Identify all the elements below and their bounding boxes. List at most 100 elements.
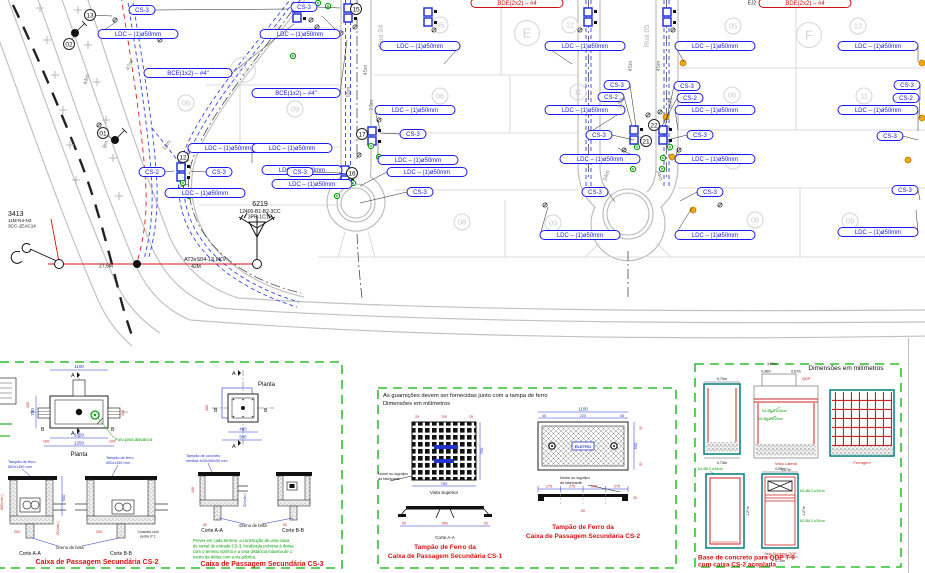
splice-slash — [670, 27, 676, 33]
conduit-label-cs3: CS-3 — [693, 133, 707, 139]
ground-dot — [661, 168, 663, 170]
title-tampao-cs2: Tampão de Ferro da — [552, 524, 614, 531]
section-letter: B — [214, 408, 218, 414]
dim: 300(min.) — [56, 521, 60, 535]
dim: 220 — [580, 414, 586, 418]
conduit-label-ldc: LDC – (1)ø50mm — [392, 108, 438, 114]
survey-cross-icon — [36, 4, 44, 12]
marker-number: 15 — [352, 6, 360, 13]
conduit-label-cs3: CS-3 — [297, 5, 311, 11]
junction-box — [662, 17, 672, 27]
conduit-label-bde: BDE(2x2) – #4 — [497, 1, 537, 7]
marker-number: 12 — [179, 154, 187, 161]
rebar-note: N1-Ø6.3 c/10cm — [800, 489, 825, 493]
marker-circle — [648, 119, 660, 131]
marker-number: 02 — [65, 41, 73, 48]
dim: 0,70m — [717, 377, 728, 381]
marker-circle — [350, 3, 362, 15]
anchor-icon — [10, 242, 32, 264]
junction-tap — [673, 21, 676, 24]
junction-tap — [378, 140, 381, 143]
conduit-label-box — [892, 93, 920, 103]
lot-circle — [453, 213, 471, 231]
conduit-label-cs2: CS-2 — [604, 95, 618, 101]
dim: 275 — [546, 485, 552, 489]
section-letter: A — [232, 444, 236, 450]
dim: 750 — [479, 447, 484, 454]
dim: 50 — [402, 522, 406, 526]
splice-slash — [96, 122, 102, 128]
distance-text: 58m — [346, 86, 352, 97]
splice-slash — [542, 202, 548, 208]
pole-open-icon — [252, 259, 262, 269]
conduit-label-cs2: CS-2 — [145, 170, 159, 176]
dim: 25 — [633, 496, 637, 500]
dim: 25 — [469, 415, 473, 419]
dreno-label: Dreno de brita — [239, 523, 267, 528]
lot-circle — [849, 17, 867, 35]
conduit-label-cs3: CS-3 — [293, 170, 307, 176]
conduit-label-box — [544, 41, 626, 51]
label-leader — [154, 8, 289, 11]
conduit-label-cs2: CS-2 — [683, 96, 697, 102]
survey-cross-icon — [109, 154, 117, 162]
junction-box — [583, 7, 593, 17]
marker-number: 16 — [348, 170, 356, 177]
qdp-label: QDP — [802, 376, 811, 381]
conduit-label-cs3: CS-3 — [898, 188, 912, 194]
conduit-label-box — [674, 230, 756, 240]
survey-cross-icon — [72, 176, 80, 184]
conduit-label-box — [470, 0, 564, 8]
obs: Concreto com — [137, 530, 158, 534]
splice-slash — [431, 27, 437, 33]
title-cs2: Caixa de Passagem Secundária CS-2 — [36, 559, 159, 566]
pole-icon — [71, 29, 79, 37]
junction-box — [176, 172, 186, 182]
corte-label: Corte B-B — [110, 551, 133, 557]
lot-number: 06 — [728, 91, 736, 100]
conduit-label-box — [259, 29, 341, 39]
dim: 1250 — [74, 441, 85, 446]
junction-box — [423, 7, 433, 17]
section-letter: A — [71, 373, 75, 379]
label-leader — [312, 171, 341, 174]
junction-tap — [378, 129, 381, 132]
dim: 0,38m — [761, 370, 771, 374]
conduit-label-cs3: CS-3 — [883, 134, 897, 140]
base-vista-a: 0,70m 0,73m — [703, 377, 741, 465]
dreno-label: Dreno de brita — [56, 545, 84, 550]
dim: 100 — [43, 440, 49, 444]
tampa-note: Tampão de concreto — [186, 454, 220, 458]
conduit-label-box — [286, 167, 314, 177]
splice-slash — [356, 152, 362, 158]
dim: 1,27m — [802, 506, 806, 516]
dim: 0,55m — [775, 467, 785, 471]
marker-number: 22 — [650, 122, 658, 129]
planta-label: Planta — [258, 382, 276, 388]
label-leader — [661, 97, 678, 127]
conduit-label-cs3: CS-3 — [413, 190, 427, 196]
conduit-label-cs3: CS-3 — [406, 132, 420, 138]
pole-id: 3413 — [8, 211, 24, 218]
dim: 50 — [484, 522, 488, 526]
mv-line-group — [10, 212, 276, 268]
distance-text: 24m — [654, 170, 663, 182]
label-leader — [231, 23, 295, 74]
survey-cross-icon — [66, 141, 74, 149]
lot-number: 11 — [860, 92, 868, 101]
pole-note: 11M-N4-N3 — [8, 218, 32, 223]
junction-box — [583, 17, 593, 27]
base-ferragem: Ferragem — [829, 389, 895, 465]
conduit-label-ldc: LDC – (1)ø50mm — [855, 108, 901, 114]
junction-tap — [354, 17, 357, 20]
label-leader — [539, 206, 549, 236]
conduit-label-box — [674, 41, 756, 51]
fab-note: Nome ou logotipo — [560, 476, 590, 480]
conduit-label-box — [837, 41, 919, 51]
dim: 30 — [639, 426, 643, 430]
section-letter: A — [71, 431, 75, 437]
ground-dot — [327, 5, 329, 7]
conduit-label-box — [581, 187, 609, 197]
marker-number: 13 — [86, 12, 94, 19]
dim: 275 — [614, 485, 620, 489]
